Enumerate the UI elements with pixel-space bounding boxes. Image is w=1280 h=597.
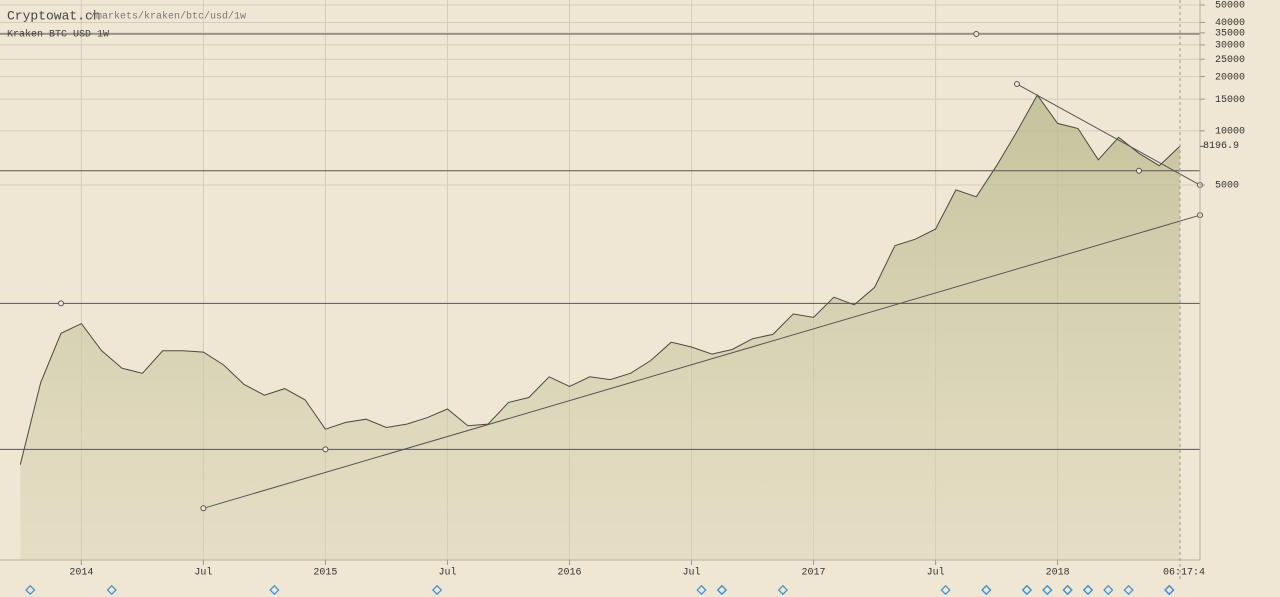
y-tick-label: 40000 — [1215, 18, 1245, 29]
event-marker[interactable] — [716, 584, 727, 596]
y-tick-label: 20000 — [1215, 72, 1245, 83]
event-marker[interactable] — [696, 584, 707, 596]
event-marker[interactable] — [940, 584, 951, 596]
x-tick-label: Jul — [194, 567, 212, 579]
price-line — [19, 94, 1181, 465]
price-area — [20, 95, 1180, 560]
y-tick-label: 50000 — [1215, 1, 1245, 12]
trendline-handle — [1013, 81, 1020, 88]
last-price-label: 8196.9 — [1203, 141, 1239, 152]
event-marker[interactable] — [106, 584, 117, 596]
y-tick-label: 10000 — [1215, 126, 1245, 137]
trendline — [203, 214, 1201, 509]
event-marker[interactable] — [981, 584, 992, 596]
event-marker[interactable] — [1103, 584, 1114, 596]
x-tick-label: 2014 — [69, 568, 93, 579]
event-marker[interactable] — [1082, 584, 1094, 596]
trendline — [1016, 83, 1201, 186]
url-path: /markets/kraken/btc/usd/1w — [90, 11, 246, 23]
x-tick-label: 2018 — [1046, 568, 1070, 579]
event-marker[interactable] — [1021, 584, 1032, 596]
y-tick-label: 25000 — [1215, 55, 1245, 66]
trendline-handle — [200, 505, 207, 512]
site-title: Cryptowat.ch — [7, 8, 101, 23]
event-marker[interactable] — [777, 584, 788, 596]
y-tick-label: 15000 — [1215, 95, 1245, 106]
line-handle — [322, 446, 329, 453]
event-marker[interactable] — [1062, 584, 1073, 596]
event-marker[interactable] — [269, 584, 280, 596]
line-handle — [973, 31, 980, 38]
event-marker[interactable] — [432, 584, 443, 596]
event-marker[interactable] — [1042, 584, 1053, 596]
market-label: Kraken BTC USD 1W — [7, 29, 109, 41]
y-tick-label: 35000 — [1215, 29, 1245, 40]
y-tick-label: 5000 — [1215, 181, 1239, 192]
x-tick-label: 2016 — [557, 568, 581, 579]
x-tick-label: Jul — [683, 567, 701, 579]
cursor-time: 06:17:4 — [1163, 568, 1205, 579]
x-tick-label: Jul — [927, 567, 945, 579]
line-handle — [58, 300, 65, 307]
event-marker[interactable] — [1164, 584, 1175, 596]
event-marker[interactable] — [1123, 584, 1134, 596]
event-marker[interactable] — [25, 584, 36, 596]
x-tick-label: 2015 — [313, 568, 337, 579]
x-tick-label: Jul — [438, 567, 456, 579]
plot — [0, 31, 1203, 560]
y-tick-label: 30000 — [1215, 41, 1245, 52]
x-tick-label: 2017 — [802, 568, 826, 579]
line-handle — [1135, 167, 1142, 174]
